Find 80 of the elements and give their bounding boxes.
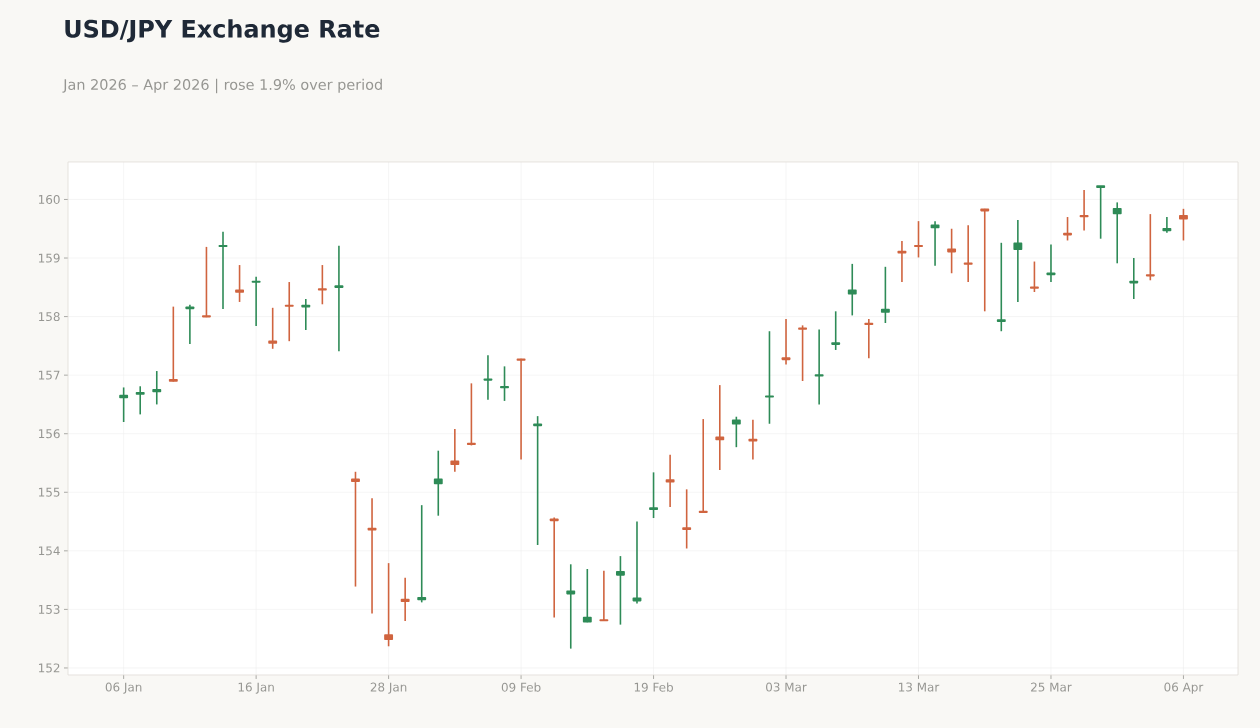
- candlestick: [1162, 216, 1172, 234]
- candlestick: [1096, 185, 1106, 240]
- x-tick-label: 13 Mar: [899, 682, 940, 692]
- candlestick: [814, 328, 824, 406]
- y-tick-label: 156: [38, 429, 60, 439]
- candlestick: [715, 384, 725, 471]
- candlestick: [765, 330, 774, 425]
- candlestick: [599, 569, 609, 622]
- chart-subtitle: Jan 2026 – Apr 2026 | rose 1.9% over period: [62, 78, 382, 94]
- candlestick: [897, 240, 907, 283]
- candlestick: [334, 244, 344, 352]
- candlestick: [831, 310, 841, 351]
- y-tick-label: 153: [38, 604, 60, 614]
- candlestick: [748, 418, 758, 461]
- chart-title: USD/JPY Exchange Rate: [65, 19, 380, 43]
- y-tick-label: 157: [38, 370, 60, 380]
- candlestick: [400, 576, 410, 622]
- candlestick: [632, 520, 642, 605]
- candlestick: [963, 224, 973, 283]
- candlestick: [284, 281, 294, 342]
- x-tick-label: 06 Apr: [1164, 682, 1204, 694]
- candlestick: [119, 386, 129, 423]
- candlestick: [649, 471, 658, 519]
- candlestick: [483, 354, 493, 401]
- candlestick: [417, 504, 427, 604]
- candlestick: [798, 324, 808, 382]
- candlestick: [947, 227, 957, 275]
- candlestick: [914, 220, 923, 259]
- candlestick: [1179, 208, 1188, 242]
- y-tick-label: 158: [38, 312, 60, 322]
- x-tick-label: 16 Jan: [238, 682, 274, 694]
- candlestick: [135, 385, 145, 416]
- candlestick: [1046, 243, 1056, 283]
- candlestick: [235, 264, 245, 303]
- y-tick-label: 154: [38, 546, 60, 556]
- candlestick: [1145, 213, 1155, 282]
- candlestick: [930, 220, 940, 267]
- candlestick: [516, 357, 526, 461]
- candlestick: [268, 307, 278, 350]
- candlestick: [615, 555, 625, 626]
- candlestick: [566, 563, 576, 650]
- candlestick: [781, 318, 791, 366]
- candlestick: [168, 305, 178, 383]
- candlestick: [433, 449, 443, 517]
- candlestick: [317, 264, 327, 306]
- candlestick: [864, 318, 874, 359]
- candlestick: [450, 428, 460, 473]
- candlestick: [251, 275, 261, 327]
- candlestick: [466, 382, 476, 447]
- y-tick-label: 160: [38, 194, 60, 204]
- candlestick: [202, 246, 211, 318]
- candlestick: [880, 266, 890, 324]
- candlestick: [1029, 260, 1039, 293]
- candlestick: [665, 453, 675, 508]
- y-tick-label: 159: [38, 253, 60, 263]
- x-tick-label: 19 Feb: [634, 682, 673, 692]
- x-tick-label: 28 Jan: [370, 682, 407, 694]
- candlestick: [698, 418, 708, 514]
- candlestick: [384, 562, 394, 648]
- x-tick-label: 09 Feb: [501, 682, 541, 692]
- candlestick: [996, 242, 1006, 333]
- candlestick: [218, 230, 228, 310]
- candlestick: [1013, 219, 1023, 303]
- candlestick: [1079, 189, 1089, 232]
- x-tick-label: 03 Mar: [766, 682, 807, 692]
- candlestick: [549, 516, 559, 619]
- y-tick-label: 152: [38, 663, 60, 673]
- candlestick: [351, 470, 360, 588]
- y-tick-label: 155: [38, 487, 60, 497]
- x-tick-label: 25 Mar: [1031, 682, 1072, 692]
- x-tick-label: 06 Jan: [105, 682, 142, 694]
- candlestick: [731, 415, 741, 448]
- candlestick: [185, 304, 195, 345]
- candlestick: [847, 263, 857, 317]
- candlestick: [582, 568, 592, 624]
- candlestick: [367, 497, 377, 615]
- candlestick: [152, 370, 162, 406]
- candlestick: [500, 365, 509, 402]
- candlestick: [682, 488, 692, 550]
- candlestick: [1112, 201, 1122, 265]
